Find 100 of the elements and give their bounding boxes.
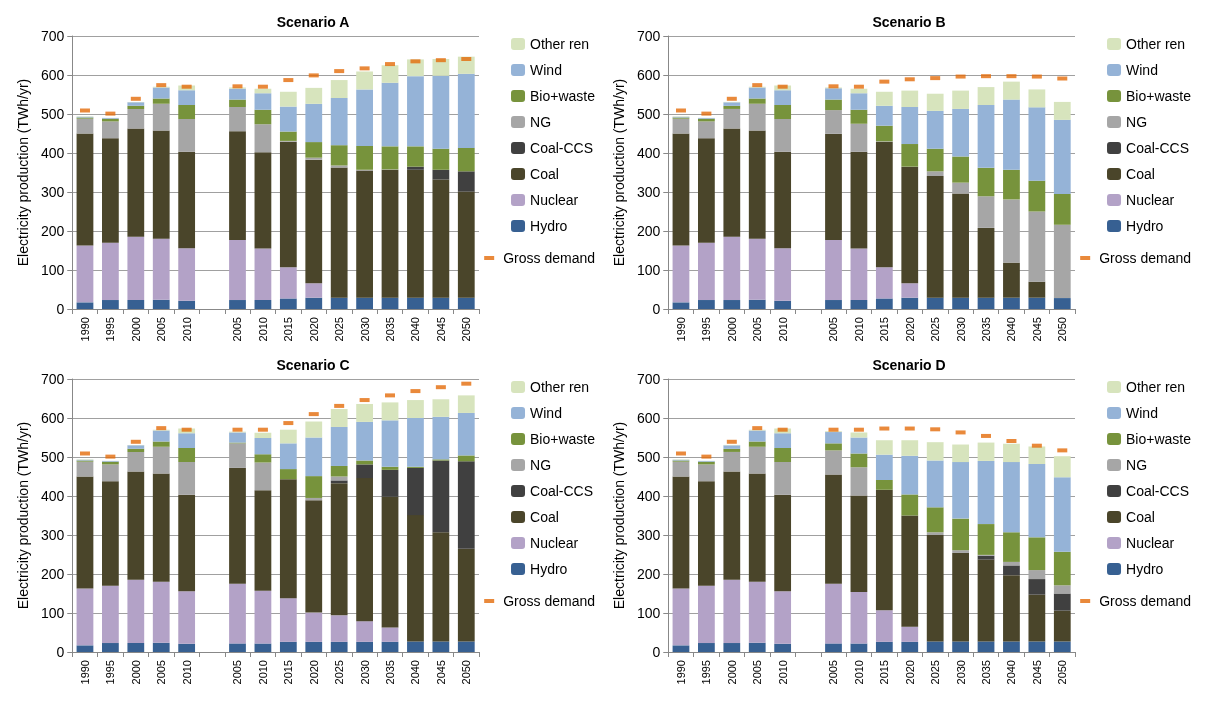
y-tick-label: 100 [40,262,65,278]
y-tick-label: 700 [636,371,661,387]
y-axis-title: Electricity production (TWh/yr) [611,78,627,267]
y-tick-label: 200 [40,223,65,239]
x-tick-label: 2005 [155,660,168,685]
legend-label: NG [1126,114,1148,130]
y-tick-label: 200 [636,566,661,582]
y-tick-label: 0 [652,301,661,317]
x-tick-label: 2040 [1005,660,1018,685]
y-tick-label: 500 [40,449,65,465]
legend-label: Other ren [530,36,590,52]
x-tick-label: 2025 [929,317,942,342]
y-tick-label: 600 [636,410,661,426]
x-tick-label: 2020 [903,317,916,342]
x-tick-label: 2010 [256,317,269,342]
x-tick-label: 2035 [980,317,993,342]
legend-label: Gross demand [503,593,596,609]
legend-label: Hydro [530,218,568,234]
legend-label: Coal-CCS [1126,483,1190,499]
legend-label: Coal-CCS [1126,140,1190,156]
x-tick-label: 2020 [903,660,916,685]
x-tick-label: 2025 [333,660,346,685]
y-tick-label: 500 [636,449,661,465]
x-tick-label: 2000 [129,317,142,342]
x-tick-label: 2010 [180,317,193,342]
legend-label: Hydro [1126,561,1164,577]
legend-label: Wind [1126,62,1158,78]
y-tick-label: 100 [636,262,661,278]
x-tick-label: 2005 [231,317,244,342]
x-tick-label: 2035 [980,660,993,685]
x-tick-label: 2000 [725,317,738,342]
legend-label: Wind [530,405,562,421]
x-tick-label: 2005 [827,317,840,342]
legend-label: NG [530,457,552,473]
y-tick-label: 400 [636,488,661,504]
x-tick-label: 2005 [751,317,764,342]
x-tick-label: 2020 [307,317,320,342]
x-tick-label: 1990 [78,317,91,342]
x-tick-label: 2025 [929,660,942,685]
y-tick-label: 700 [40,371,65,387]
x-tick-label: 2000 [129,660,142,685]
y-tick-label: 100 [40,605,65,621]
x-tick-label: 2040 [409,660,422,685]
legend-label: Other ren [1126,379,1186,395]
x-tick-label: 2010 [776,317,789,342]
x-tick-label: 1995 [104,317,117,342]
y-tick-label: 600 [636,67,661,83]
x-tick-label: 2010 [180,660,193,685]
x-tick-label: 2005 [827,660,840,685]
y-tick-label: 300 [40,184,65,200]
x-tick-label: 1990 [674,317,687,342]
x-tick-label: 2030 [358,660,371,685]
y-tick-label: 200 [636,223,661,239]
y-tick-label: 300 [636,527,661,543]
legend-label: Coal [1126,166,1155,182]
x-tick-label: 2025 [333,317,346,342]
x-tick-label: 2050 [1056,317,1069,342]
y-tick-label: 0 [56,301,65,317]
y-tick-label: 700 [636,28,661,44]
x-tick-label: 2005 [751,660,764,685]
x-tick-label: 2015 [282,317,295,342]
chart-title: Scenario A [276,14,350,30]
y-tick-label: 400 [40,145,65,161]
x-tick-label: 2045 [1030,660,1043,685]
legend-label: Coal-CCS [530,140,594,156]
legend-label: Other ren [1126,36,1186,52]
legend-label: Gross demand [1099,250,1192,266]
x-tick-label: 1995 [700,317,713,342]
x-tick-label: 2015 [878,317,891,342]
x-tick-label: 2050 [460,317,473,342]
x-tick-label: 2010 [776,660,789,685]
x-tick-label: 2030 [358,317,371,342]
x-tick-label: 2040 [1005,317,1018,342]
x-tick-label: 2045 [1030,317,1043,342]
y-tick-label: 600 [40,410,65,426]
legend-label: Nuclear [1126,535,1175,551]
chart-title: Scenario B [872,14,946,30]
y-tick-label: 300 [40,527,65,543]
legend-label: Coal-CCS [530,483,594,499]
x-tick-label: 2005 [231,660,244,685]
y-tick-label: 300 [636,184,661,200]
legend-label: Gross demand [503,250,596,266]
y-tick-label: 400 [40,488,65,504]
y-tick-label: 400 [636,145,661,161]
chart-title: Scenario C [276,357,350,373]
x-tick-label: 2050 [1056,660,1069,685]
legend-label: Gross demand [1099,593,1192,609]
legend-label: Hydro [530,561,568,577]
legend-label: Wind [530,62,562,78]
legend-label: Nuclear [530,192,579,208]
x-tick-label: 2020 [307,660,320,685]
legend-label: Bio+waste [530,431,596,447]
y-tick-label: 600 [40,67,65,83]
x-tick-label: 2040 [409,317,422,342]
legend-label: NG [530,114,552,130]
legend-label: Bio+waste [1126,88,1192,104]
legend-label: Other ren [530,379,590,395]
y-tick-label: 500 [636,106,661,122]
x-tick-label: 1990 [78,660,91,685]
x-tick-label: 2000 [725,660,738,685]
